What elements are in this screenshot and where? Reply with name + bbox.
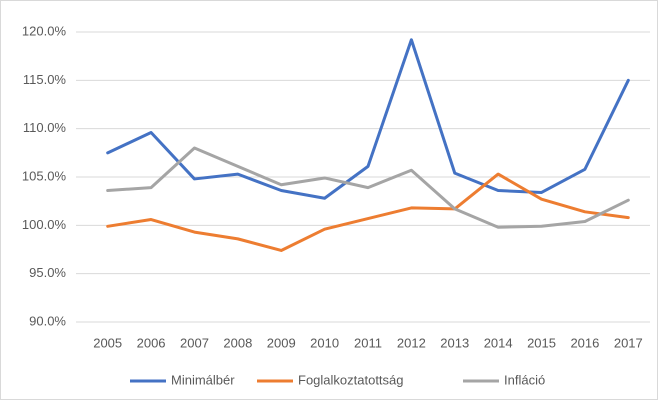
series-line [106, 172, 630, 252]
x-tick-label: 2005 [93, 335, 122, 350]
legend-label: Minimálbér [171, 372, 235, 387]
x-tick-label: 2009 [267, 335, 296, 350]
y-tick-label: 95.0% [29, 265, 66, 280]
x-tick-label: 2015 [527, 335, 556, 350]
x-tick-label: 2017 [614, 335, 643, 350]
x-tick-label: 2013 [440, 335, 469, 350]
x-tick-label: 2010 [310, 335, 339, 350]
x-tick-label: 2016 [570, 335, 599, 350]
y-tick-label: 120.0% [22, 23, 67, 38]
y-tick-label: 105.0% [22, 168, 67, 183]
legend-label: Infláció [504, 372, 545, 387]
y-tick-label: 90.0% [29, 313, 66, 328]
x-tick-label: 2014 [484, 335, 513, 350]
legend-label: Foglalkoztatottság [298, 372, 404, 387]
x-tick-label: 2011 [354, 335, 382, 350]
x-tick-label: 2012 [397, 335, 426, 350]
y-tick-label: 110.0% [23, 120, 67, 135]
y-tick-label: 115.0% [23, 72, 67, 87]
x-tick-label: 2006 [137, 335, 166, 350]
series-line [106, 38, 630, 200]
x-tick-label: 2007 [180, 335, 209, 350]
y-tick-label: 100.0% [22, 217, 67, 232]
series-line [106, 146, 630, 229]
x-tick-label: 2008 [223, 335, 252, 350]
